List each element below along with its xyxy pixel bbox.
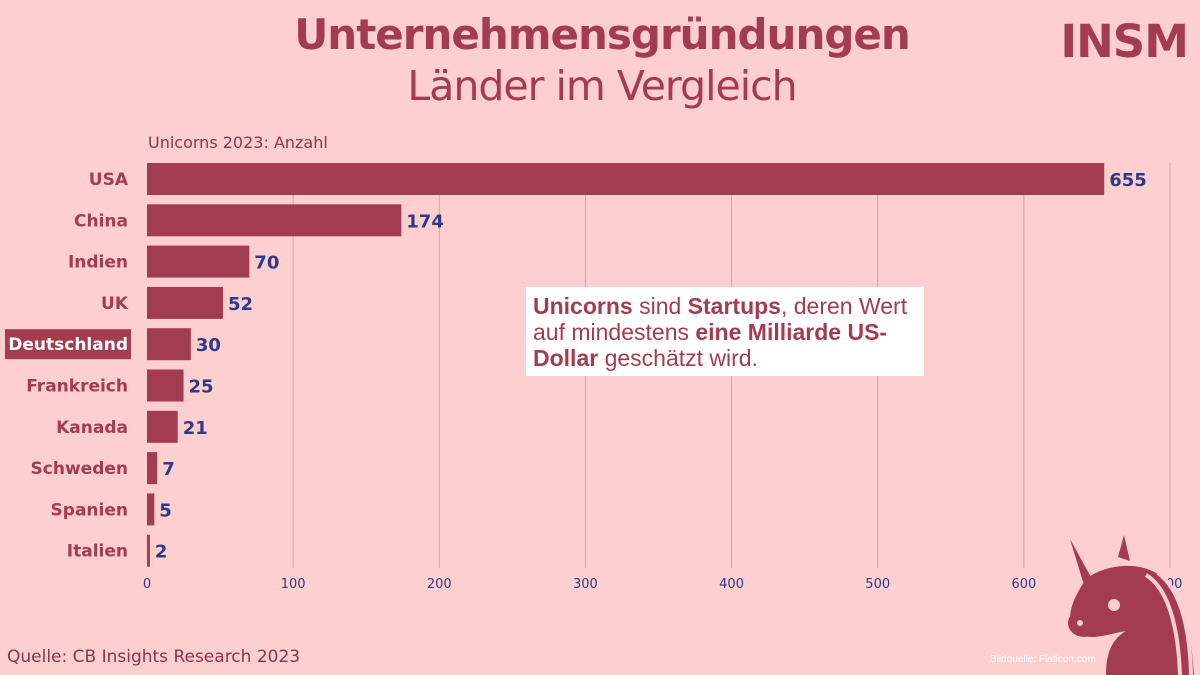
note-text: sind bbox=[632, 293, 688, 319]
category-label: Frankreich bbox=[26, 377, 128, 397]
highlight-label-bg bbox=[5, 329, 131, 360]
category-label: Kanada bbox=[56, 418, 128, 438]
definition-note: Unicorns sind Startups, deren Wert auf m… bbox=[526, 287, 924, 376]
x-tick-label: 300 bbox=[573, 577, 598, 592]
bar bbox=[147, 369, 184, 402]
bar bbox=[147, 163, 1105, 195]
bar bbox=[147, 204, 402, 237]
data-label: 25 bbox=[189, 377, 214, 398]
category-label: Deutschland bbox=[8, 335, 128, 355]
source-note: Quelle: CB Insights Research 2023 bbox=[7, 647, 301, 667]
data-label: 7 bbox=[162, 459, 175, 480]
x-tick-label: 600 bbox=[1011, 577, 1036, 592]
category-label: Indien bbox=[68, 253, 128, 273]
image-credit: Bildquelle: Flaticon.com bbox=[990, 654, 1096, 665]
unicorn-icon bbox=[1068, 535, 1194, 675]
brand-logo: INSM bbox=[1060, 15, 1189, 68]
category-label: Italien bbox=[67, 542, 128, 562]
note-emphasis: Unicorns bbox=[533, 293, 633, 319]
category-label: Spanien bbox=[51, 500, 128, 520]
data-label: 30 bbox=[196, 335, 221, 356]
data-label: 655 bbox=[1109, 170, 1147, 191]
x-tick-label: 500 bbox=[865, 577, 890, 592]
data-label: 52 bbox=[228, 294, 253, 315]
bar bbox=[147, 534, 150, 567]
bar bbox=[147, 493, 155, 526]
chart-axis-title: Unicorns 2023: Anzahl bbox=[148, 133, 328, 152]
data-label: 2 bbox=[155, 542, 168, 563]
x-tick-label: 200 bbox=[427, 577, 452, 592]
bar bbox=[147, 452, 158, 485]
category-label: UK bbox=[101, 294, 129, 314]
x-tick-label: 400 bbox=[719, 577, 744, 592]
note-emphasis: eine Milliarde US-Dollar bbox=[533, 319, 888, 371]
chart-title-main: Unternehmensgründungen bbox=[294, 10, 911, 59]
bar bbox=[147, 410, 178, 443]
note-emphasis: Startups bbox=[687, 293, 781, 319]
x-tick-label: 0 bbox=[143, 577, 151, 592]
category-label: USA bbox=[89, 170, 129, 190]
chart-subtitle: Länder im Vergleich bbox=[407, 62, 797, 110]
category-label: Schweden bbox=[31, 459, 128, 479]
bar bbox=[147, 245, 250, 278]
note-text: , deren Wert auf mindestens bbox=[533, 293, 908, 345]
data-label: 174 bbox=[406, 211, 444, 232]
bar bbox=[147, 328, 191, 361]
category-label: China bbox=[74, 211, 128, 231]
data-label: 21 bbox=[183, 418, 208, 439]
note-text: geschätzt wird. bbox=[598, 345, 758, 371]
data-label: 70 bbox=[254, 253, 279, 274]
bar bbox=[147, 286, 223, 319]
x-tick-label: 100 bbox=[281, 577, 306, 592]
data-label: 5 bbox=[159, 500, 172, 521]
